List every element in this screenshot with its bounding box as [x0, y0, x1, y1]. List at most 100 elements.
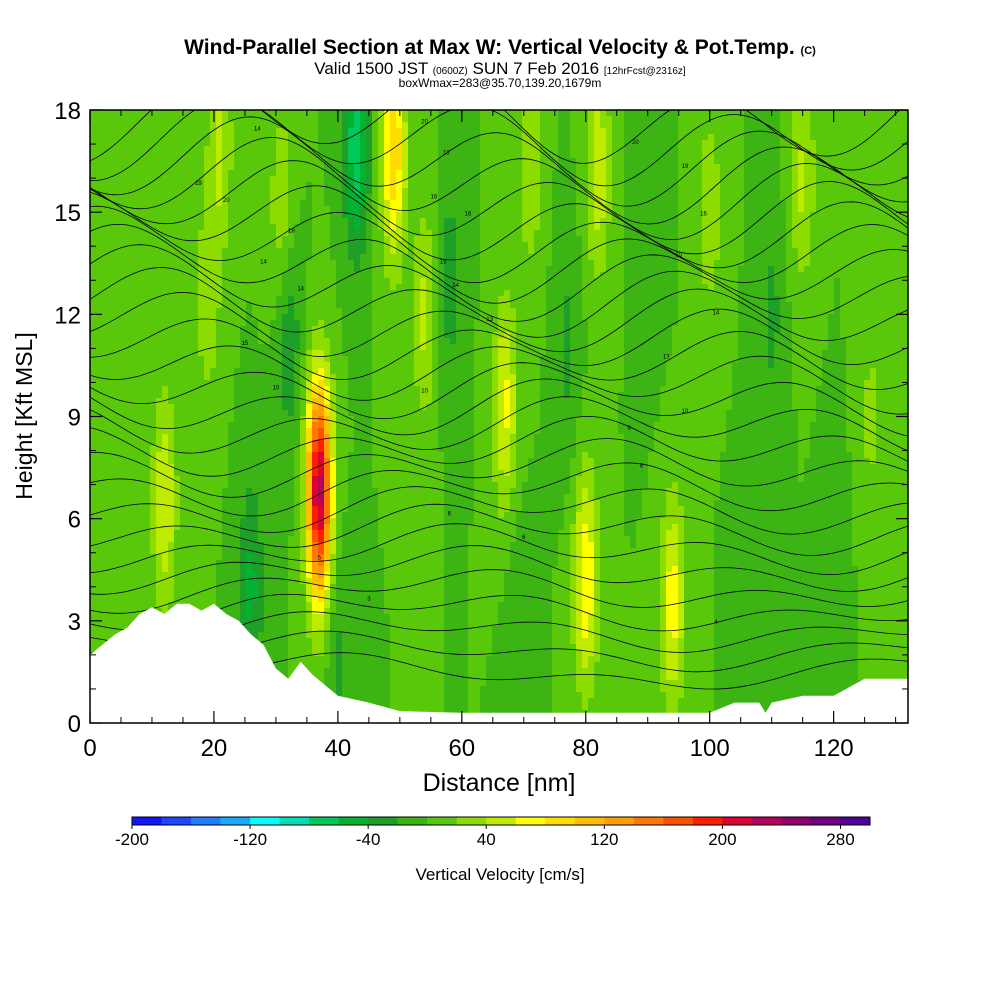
- field-cell: [336, 464, 343, 471]
- field-cell: [240, 554, 247, 561]
- field-cell: [246, 296, 253, 303]
- field-cell: [348, 356, 355, 363]
- field-cell: [240, 182, 247, 189]
- field-cell: [210, 272, 217, 279]
- field-cell: [102, 416, 109, 423]
- field-cell: [168, 464, 175, 471]
- field-cell: [132, 290, 139, 297]
- field-cell: [150, 566, 157, 573]
- field-cell: [318, 266, 325, 273]
- field-cell: [126, 398, 133, 405]
- field-cell: [192, 290, 199, 297]
- field-cell: [252, 350, 259, 357]
- field-cell: [108, 494, 115, 501]
- field-cell: [366, 578, 373, 585]
- field-cell: [204, 332, 211, 339]
- field-cell: [378, 332, 385, 339]
- field-cell: [258, 194, 265, 201]
- field-cell: [162, 320, 169, 327]
- field-cell: [318, 200, 325, 207]
- field-cell: [174, 536, 181, 543]
- field-cell: [126, 602, 133, 609]
- field-cell: [288, 500, 295, 507]
- field-cell: [210, 428, 217, 435]
- field-cell: [216, 122, 223, 129]
- field-cell: [258, 428, 265, 435]
- field-cell: [222, 140, 229, 147]
- field-cell: [180, 266, 187, 273]
- field-cell: [186, 164, 193, 171]
- field-cell: [300, 128, 307, 135]
- field-cell: [234, 290, 241, 297]
- field-cell: [198, 416, 205, 423]
- field-cell: [270, 140, 277, 147]
- field-cell: [162, 224, 169, 231]
- field-cell: [240, 272, 247, 279]
- field-cell: [348, 290, 355, 297]
- field-cell: [222, 170, 229, 177]
- field-cell: [366, 344, 373, 351]
- field-cell: [246, 602, 253, 609]
- field-cell: [114, 596, 121, 603]
- field-cell: [162, 146, 169, 153]
- field-cell: [330, 386, 337, 393]
- field-cell: [252, 158, 259, 165]
- field-cell: [342, 590, 349, 597]
- field-cell: [354, 416, 361, 423]
- field-cell: [168, 584, 175, 591]
- field-cell: [342, 302, 349, 309]
- field-cell: [360, 464, 367, 471]
- field-cell: [246, 140, 253, 147]
- field-cell: [240, 488, 247, 495]
- field-cell: [342, 380, 349, 387]
- field-cell: [222, 392, 229, 399]
- field-cell: [348, 494, 355, 501]
- field-cell: [360, 152, 367, 159]
- field-cell: [210, 122, 217, 129]
- field-cell: [348, 200, 355, 207]
- field-cell: [96, 554, 103, 561]
- field-cell: [252, 548, 259, 555]
- field-cell: [108, 146, 115, 153]
- field-cell: [156, 128, 163, 135]
- field-cell: [330, 224, 337, 231]
- field-cell: [126, 392, 133, 399]
- field-cell: [360, 188, 367, 195]
- field-cell: [366, 482, 373, 489]
- field-cell: [372, 266, 379, 273]
- field-cell: [270, 422, 277, 429]
- field-cell: [252, 116, 259, 123]
- field-cell: [96, 158, 103, 165]
- field-cell: [132, 272, 139, 279]
- field-cell: [246, 578, 253, 585]
- field-cell: [180, 380, 187, 387]
- field-cell: [288, 344, 295, 351]
- field-cell: [258, 476, 265, 483]
- field-cell: [318, 572, 325, 579]
- field-cell: [354, 110, 361, 117]
- field-cell: [258, 314, 265, 321]
- field-cell: [258, 344, 265, 351]
- field-cell: [270, 212, 277, 219]
- field-cell: [90, 560, 97, 567]
- field-cell: [222, 146, 229, 153]
- field-cell: [132, 326, 139, 333]
- field-cell: [150, 140, 157, 147]
- field-cell: [336, 488, 343, 495]
- field-cell: [324, 584, 331, 591]
- field-cell: [138, 578, 145, 585]
- field-cell: [96, 194, 103, 201]
- field-cell: [198, 350, 205, 357]
- field-cell: [162, 170, 169, 177]
- field-cell: [204, 512, 211, 519]
- field-cell: [138, 560, 145, 567]
- field-cell: [186, 224, 193, 231]
- field-cell: [162, 212, 169, 219]
- field-cell: [312, 200, 319, 207]
- field-cell: [294, 308, 301, 315]
- field-cell: [276, 218, 283, 225]
- field-cell: [270, 278, 277, 285]
- field-cell: [228, 422, 235, 429]
- field-cell: [270, 200, 277, 207]
- field-cell: [324, 314, 331, 321]
